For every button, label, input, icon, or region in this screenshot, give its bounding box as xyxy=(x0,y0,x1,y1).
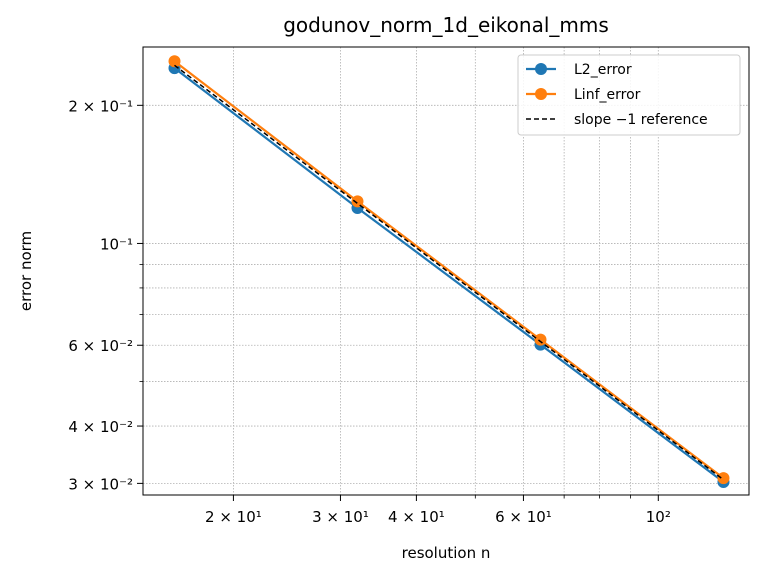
x-axis-label: resolution n xyxy=(402,544,491,562)
y-tick-label: 10⁻¹ xyxy=(100,235,133,253)
data-point-linf-error xyxy=(534,333,547,346)
x-tick-label: 2 × 10¹ xyxy=(205,508,262,526)
data-point-linf-error xyxy=(168,55,181,68)
legend-marker-linf-error xyxy=(535,88,547,100)
legend-marker-l2-error xyxy=(535,63,547,75)
x-tick-label: 10² xyxy=(646,508,671,526)
plot-frame xyxy=(142,46,750,496)
y-tick-label: 6 × 10⁻² xyxy=(68,337,133,355)
chart-title: godunov_norm_1d_eikonal_mms xyxy=(283,13,609,37)
y-tick-label: 3 × 10⁻² xyxy=(68,475,133,493)
legend-label-l2-error: L2_error xyxy=(574,62,632,78)
data-point-linf-error xyxy=(351,195,364,208)
series-line-slope-1-reference xyxy=(174,64,724,481)
series-layer xyxy=(168,55,730,489)
data-point-linf-error xyxy=(717,472,730,485)
x-tick-label: 6 × 10¹ xyxy=(495,508,552,526)
y-tick-label: 2 × 10⁻¹ xyxy=(68,97,133,115)
series-line-linf-error xyxy=(173,60,725,480)
ticks: 2 × 10¹ 3 × 10¹ 4 × 10¹ 6 × 10¹ 10² 3 × 10⁻² 4… xyxy=(68,97,671,526)
series-line-l2-error xyxy=(173,67,725,483)
y-axis-label: error norm xyxy=(17,231,35,311)
legend-box xyxy=(517,54,741,136)
y-tick-label: 4 × 10⁻² xyxy=(68,418,133,436)
x-tick-label: 3 × 10¹ xyxy=(312,508,369,526)
legend-label-linf-error: Linf_error xyxy=(574,87,641,103)
legend-label-slope-1-reference: slope −1 reference xyxy=(574,112,708,128)
x-tick-label: 4 × 10¹ xyxy=(388,508,445,526)
